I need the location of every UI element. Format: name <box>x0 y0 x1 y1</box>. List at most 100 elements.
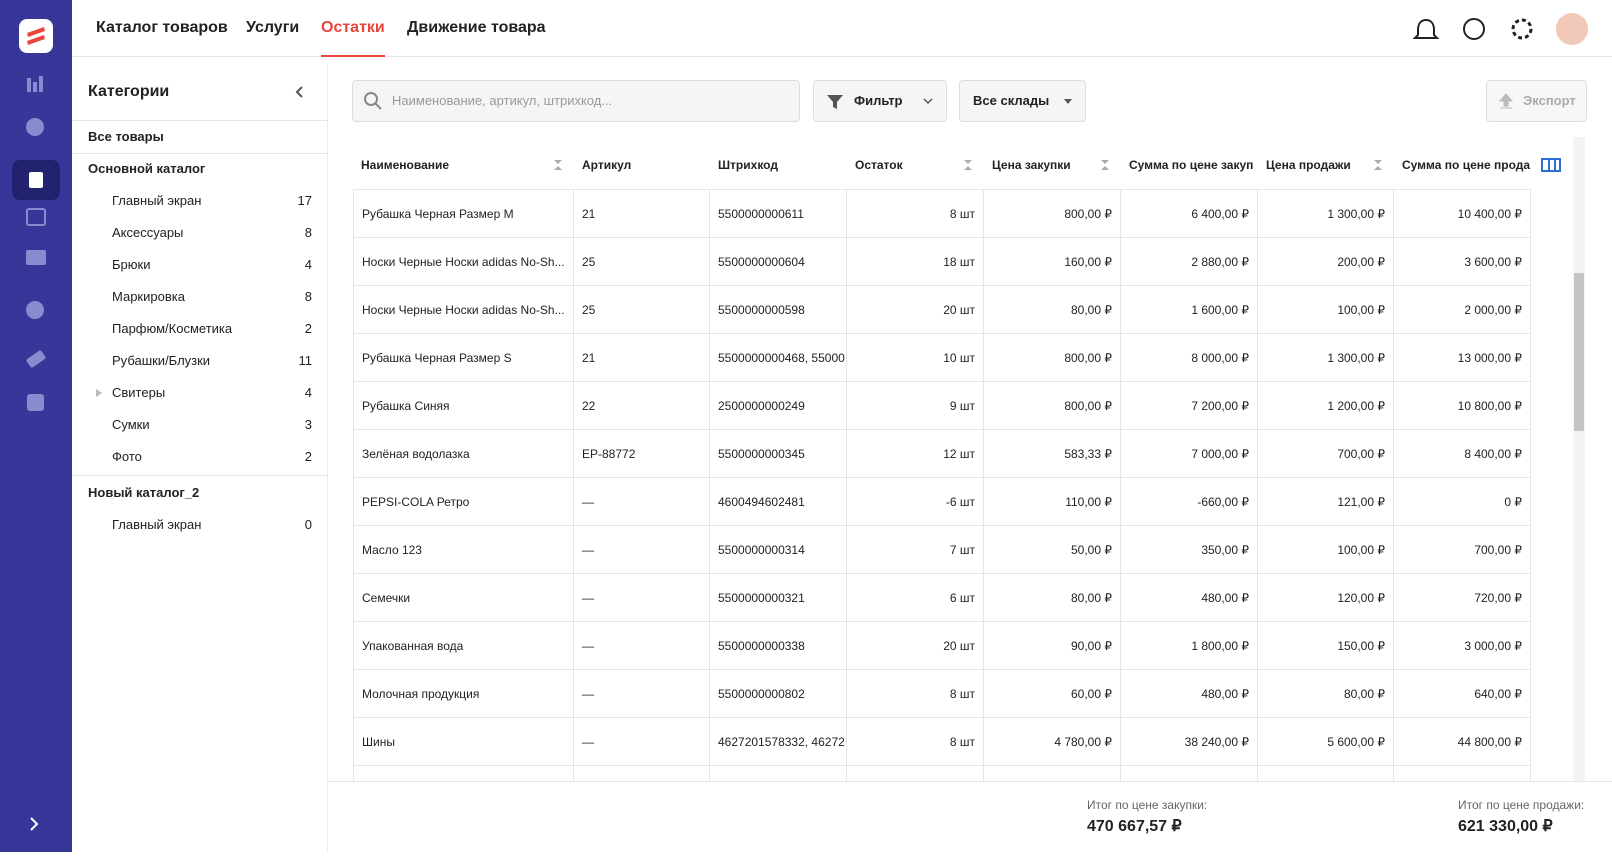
icon-plugin[interactable] <box>27 394 44 411</box>
table-cell: Носки Черные Носки adidas No-Sh... <box>353 238 574 286</box>
category-item[interactable]: Свитеры 4 <box>72 377 328 409</box>
category-item[interactable]: Фото 2 <box>72 441 328 473</box>
table-cell: 5500000000345 <box>710 430 847 478</box>
nav-tab[interactable]: Услуги <box>246 19 300 36</box>
rail-icon-group <box>26 76 46 831</box>
table-cell: PEPSI-COLA Ретро <box>353 478 574 526</box>
table-cell <box>1394 766 1531 781</box>
category-label: Парфюм/Косметика <box>112 321 233 336</box>
nav-tab[interactable]: Движение товара <box>407 19 546 36</box>
warehouse-select[interactable]: Все склады <box>959 80 1086 122</box>
column-header[interactable]: Сумма по цене прода <box>1402 158 1531 172</box>
column-header[interactable]: Наименование <box>361 158 450 172</box>
nav-tab[interactable]: Каталог товаров <box>96 19 228 36</box>
category-item[interactable]: Парфюм/Косметика 2 <box>72 313 328 345</box>
category-label: Брюки <box>112 257 151 272</box>
help-icon[interactable] <box>1463 18 1485 40</box>
bell-icon[interactable] <box>1412 18 1440 39</box>
table-cell: 1 200,00 ₽ <box>1258 382 1394 430</box>
table-cell: 6 400,00 ₽ <box>1121 190 1258 238</box>
totals-bar: Итог по цене закупки: 470 667,57 ₽ Итог … <box>328 781 1612 852</box>
category-count: 0 <box>304 517 312 532</box>
collapse-panel[interactable] <box>292 84 308 100</box>
table-cell: 5500000000314 <box>710 526 847 574</box>
table-cell: 3 000,00 ₽ <box>1394 622 1531 670</box>
nav-tab[interactable]: Остатки <box>321 0 385 57</box>
sale-label: Итог по цене продажи: <box>1458 798 1585 812</box>
icon-money[interactable] <box>26 118 44 136</box>
icon-bag[interactable] <box>29 172 43 188</box>
table-cell <box>710 766 847 781</box>
column-header[interactable]: Цена закупки <box>992 158 1071 172</box>
settings-icon[interactable] <box>1511 18 1533 40</box>
table-cell <box>1258 766 1394 781</box>
table-cell <box>984 766 1121 781</box>
scroll-thumb[interactable] <box>1574 273 1584 431</box>
table-cell: 5500000000604 <box>710 238 847 286</box>
filter-label: Фильтр <box>854 93 903 108</box>
category-item[interactable]: Новый каталог_2 <box>72 477 328 509</box>
table-cell: 20 шт <box>847 622 984 670</box>
category-item[interactable]: Все товары <box>72 121 328 153</box>
category-item[interactable]: Маркировка 8 <box>72 281 328 313</box>
export-icon <box>1498 93 1514 109</box>
export-label: Экспорт <box>1523 93 1576 108</box>
category-item[interactable]: Аксессуары 8 <box>72 217 328 249</box>
table-cell: 1 300,00 ₽ <box>1258 190 1394 238</box>
top-icons <box>1412 13 1588 45</box>
category-label: Основной каталог <box>88 161 206 176</box>
export-button[interactable]: Экспорт <box>1486 80 1587 122</box>
table-cell: Масло 123 <box>353 526 574 574</box>
category-item[interactable]: Основной каталог <box>72 153 328 185</box>
scrollbar[interactable] <box>1573 137 1585 781</box>
table-cell: 9 шт <box>847 382 984 430</box>
expand-rail[interactable] <box>30 817 39 831</box>
table-cell: -6 шт <box>847 478 984 526</box>
divider <box>72 475 328 476</box>
table-cell: Семечки <box>353 574 574 622</box>
table-cell: 350,00 ₽ <box>1121 526 1258 574</box>
table-cell: 0 ₽ <box>1394 478 1531 526</box>
table-cell: 8 000,00 ₽ <box>1121 334 1258 382</box>
table-cell: 8 шт <box>847 190 984 238</box>
table-cell: 700,00 ₽ <box>1258 430 1394 478</box>
icon-chart[interactable] <box>27 78 31 92</box>
column-header[interactable]: Сумма по цене закуп <box>1129 158 1254 172</box>
table-cell: 20 шт <box>847 286 984 334</box>
column-header[interactable]: Цена продажи <box>1266 158 1351 172</box>
table-cell: 150,00 ₽ <box>1258 622 1394 670</box>
column-header[interactable]: Остаток <box>855 158 903 172</box>
dropdown-arrow <box>1064 99 1072 104</box>
column-header[interactable]: Штрихкод <box>718 158 778 172</box>
icon-tag[interactable] <box>26 350 46 369</box>
table-cell: 10 800,00 ₽ <box>1394 382 1531 430</box>
search-box[interactable]: Наименование, артикул, штрихкод... <box>352 80 800 122</box>
category-item[interactable]: Сумки 3 <box>72 409 328 441</box>
column-header[interactable]: Артикул <box>582 158 632 172</box>
columns-toggle[interactable] <box>1541 158 1561 172</box>
table-cell: Носки Черные Носки adidas No-Sh... <box>353 286 574 334</box>
table-cell: Рубашка Синяя <box>353 382 574 430</box>
nav-rail <box>0 0 72 852</box>
table-cell: 720,00 ₽ <box>1394 574 1531 622</box>
sort-icon[interactable] <box>964 160 972 170</box>
category-item[interactable]: Брюки 4 <box>72 249 328 281</box>
icon-discount[interactable] <box>26 301 44 319</box>
icon-folder[interactable] <box>26 250 46 265</box>
sort-icon[interactable] <box>1374 160 1382 170</box>
logo[interactable] <box>19 19 53 53</box>
table-cell: 1 300,00 ₽ <box>1258 334 1394 382</box>
chevron <box>923 98 933 105</box>
category-item[interactable]: Главный экран 17 <box>72 185 328 217</box>
sort-icon[interactable] <box>1101 160 1109 170</box>
table-cell: 25 <box>574 238 710 286</box>
sort-icon[interactable] <box>554 160 562 170</box>
filter-button[interactable]: Фильтр <box>813 80 947 122</box>
category-item[interactable]: Рубашки/Блузки 11 <box>72 345 328 377</box>
category-item[interactable]: Главный экран 0 <box>72 509 328 541</box>
avatar[interactable] <box>1556 13 1588 45</box>
icon-scan[interactable] <box>26 208 46 226</box>
rail-icons <box>12 19 60 831</box>
expand-arrow[interactable] <box>96 389 102 397</box>
category-count: 8 <box>304 225 312 240</box>
